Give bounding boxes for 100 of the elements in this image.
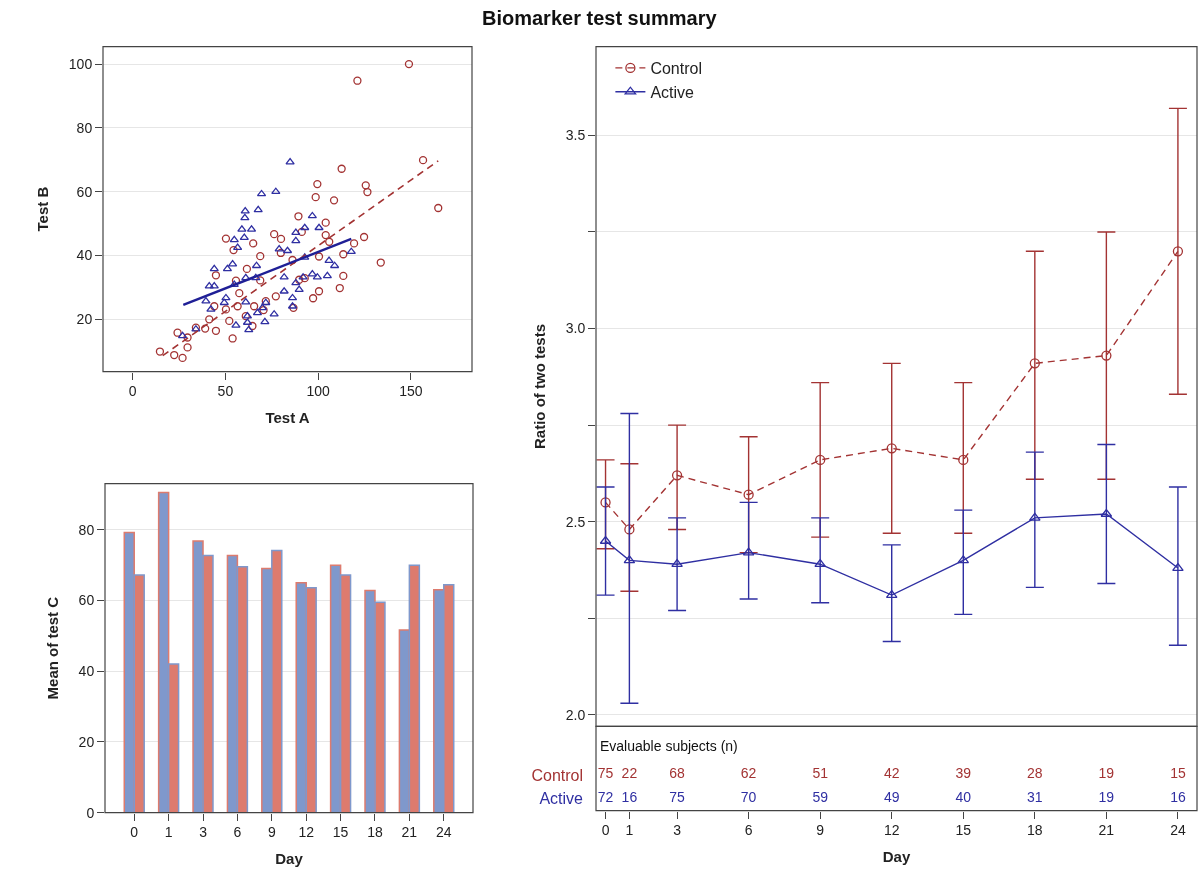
y-tick-label: 60 [76, 183, 93, 200]
point [1172, 246, 1184, 257]
point [251, 261, 262, 269]
x-tick-label: 1 [625, 822, 634, 839]
y-tick-label: 60 [78, 592, 95, 609]
data-label: 15 [1170, 765, 1186, 782]
x-axis-title: Day [882, 848, 911, 866]
point [237, 225, 247, 232]
y-tick-label: 20 [78, 733, 95, 750]
point [253, 205, 263, 213]
x-tick-label: 15 [955, 822, 972, 839]
data-label: 40 [955, 789, 972, 806]
y-axis-title: Mean of test C [43, 596, 61, 700]
y-tick-label: 3.0 [565, 320, 586, 337]
y-tick-label: 20 [76, 311, 93, 328]
data-label: 51 [812, 765, 829, 782]
point [1029, 358, 1040, 369]
point [886, 443, 897, 454]
x-tick-label: 15 [332, 824, 349, 841]
point [671, 470, 683, 481]
y-axis-title: Test B [34, 186, 52, 232]
data-label: 31 [1027, 789, 1043, 806]
point [257, 303, 268, 311]
y-tick-label: 2.0 [565, 706, 586, 723]
y-tick-label: Control [531, 766, 583, 784]
y-tick-label: 80 [78, 521, 95, 538]
point [291, 228, 301, 235]
point [274, 244, 284, 252]
point [221, 293, 231, 301]
legend-label: Active [650, 83, 695, 101]
chart-title: Evaluable subjects (n) [600, 738, 738, 754]
data-label: 49 [883, 789, 900, 806]
x-tick-label: 24 [1170, 822, 1186, 839]
point [279, 273, 289, 280]
point [600, 497, 611, 508]
point [271, 187, 281, 195]
x-tick-label: 0 [601, 822, 610, 839]
point [231, 321, 241, 328]
y-tick-label: 40 [78, 663, 95, 680]
point [291, 236, 301, 244]
data-label: 70 [740, 789, 757, 806]
x-axis-title: Day [275, 850, 304, 868]
point [322, 271, 333, 279]
point [815, 454, 826, 466]
data-label: 19 [1098, 765, 1115, 782]
point [287, 293, 298, 301]
x-tick-label: 12 [298, 824, 315, 841]
point [206, 305, 216, 312]
x-tick-label: 24 [435, 824, 452, 841]
data-label: 75 [669, 789, 686, 806]
point [291, 278, 301, 286]
data-label: 39 [955, 765, 972, 782]
x-tick-label: 9 [267, 824, 276, 841]
data-label: 19 [1098, 789, 1115, 806]
x-tick-label: 6 [233, 824, 242, 841]
data-label: 16 [621, 789, 638, 806]
point [279, 287, 289, 294]
data-label: 42 [883, 765, 900, 782]
point [251, 273, 261, 281]
point [1101, 350, 1112, 361]
x-tick-label: 3 [673, 822, 682, 839]
point [324, 256, 334, 264]
y-tick-label: 40 [76, 247, 93, 264]
point [229, 235, 239, 243]
point [240, 213, 250, 221]
point [285, 157, 295, 165]
x-tick-label: 0 [128, 383, 137, 400]
y-tick-label: 3.5 [565, 127, 586, 144]
x-axis-title: Test A [265, 409, 310, 427]
x-tick-label: 0 [130, 824, 139, 841]
point [1172, 562, 1184, 571]
legend-label: Control [650, 60, 702, 78]
point [227, 259, 238, 267]
point [229, 280, 239, 287]
point [329, 261, 340, 269]
x-tick-label: 3 [199, 824, 208, 841]
x-tick-label: 18 [367, 824, 383, 841]
point [307, 269, 318, 277]
x-tick-label: 9 [816, 822, 825, 839]
x-tick-label: 150 [399, 383, 423, 400]
point [239, 233, 249, 241]
point [240, 207, 250, 214]
y-axis-title: Ratio of two tests [530, 323, 548, 450]
point [204, 282, 214, 289]
point [300, 223, 310, 231]
point [624, 524, 635, 535]
x-tick-label: 12 [883, 822, 900, 839]
data-label: 75 [597, 765, 614, 782]
point [177, 331, 188, 339]
point [241, 297, 251, 305]
point [671, 559, 683, 568]
point [269, 310, 279, 317]
point [209, 282, 219, 289]
x-tick-label: 100 [306, 383, 330, 400]
point [209, 264, 219, 272]
point [958, 454, 969, 466]
point [307, 211, 318, 219]
x-tick-label: 21 [1098, 822, 1115, 839]
x-tick-label: 21 [401, 824, 418, 841]
data-label: 72 [597, 789, 614, 806]
